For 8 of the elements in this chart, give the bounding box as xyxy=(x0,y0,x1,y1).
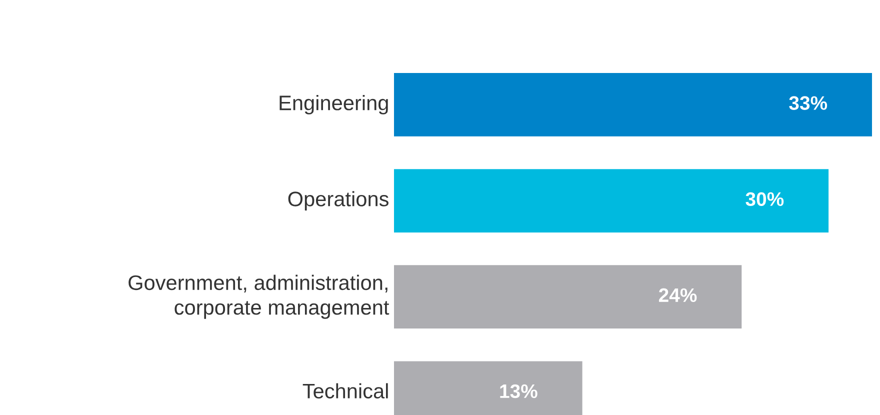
y-tick-label: Government, administration, corporate management xyxy=(128,274,390,319)
y-tick-label: Technical xyxy=(302,383,388,398)
y-tick-label: Operations xyxy=(288,191,388,210)
y-tick-label: Engineering xyxy=(280,95,388,114)
data-label: 33% xyxy=(789,96,828,110)
data-label: 24% xyxy=(658,288,697,302)
data-label: 13% xyxy=(500,384,538,398)
data-label: 30% xyxy=(746,192,784,206)
